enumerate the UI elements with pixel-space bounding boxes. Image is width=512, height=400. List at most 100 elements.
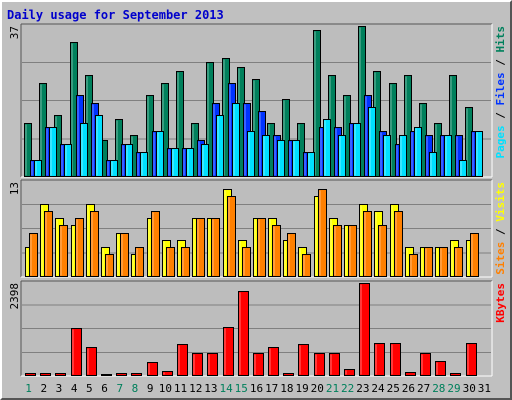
- middle-panel-bar-sites: [29, 233, 38, 277]
- bottom-panel-bar-kbytes: [390, 343, 401, 376]
- middle-panel-legend-separator: /: [494, 222, 507, 242]
- top-panel-bar-pages: [171, 148, 179, 177]
- top-panel-bar-pages: [140, 152, 148, 177]
- bottom-panel-bar-kbytes: [192, 353, 203, 376]
- top-panel-bar-pages: [429, 152, 437, 177]
- middle-panel-legend: Sites / Visits: [494, 182, 507, 275]
- top-panel-bar-pages: [292, 140, 300, 177]
- bottom-panel-bar-kbytes: [374, 343, 385, 376]
- top-panel-bar-pages: [34, 160, 42, 177]
- bottom-panel-bar-kbytes: [420, 353, 431, 376]
- x-tick-label: 6: [101, 382, 108, 395]
- top-panel-bar-pages: [383, 135, 391, 177]
- bottom-panel-bar-kbytes: [466, 343, 477, 376]
- bottom-panel-bar-kbytes: [435, 361, 446, 376]
- middle-panel-bar-sites: [348, 225, 357, 277]
- middle-panel-bar-sites: [75, 218, 84, 277]
- x-tick-label: 30: [463, 382, 476, 395]
- middle-panel-bar-sites: [409, 254, 418, 277]
- middle-panel-bar-sites: [242, 247, 251, 277]
- top-panel-ymax-label: 37: [8, 26, 21, 39]
- top-panel-legend-separator: /: [494, 106, 507, 126]
- middle-panel-bar-sites: [135, 247, 144, 277]
- bottom-panel-bar-kbytes: [147, 362, 158, 376]
- middle-panel-legend-visits: Visits: [494, 182, 507, 222]
- middle-panel-bar-sites: [318, 189, 327, 277]
- top-panel-bar-pages: [444, 135, 452, 177]
- middle-panel-bar-sites: [454, 247, 463, 277]
- middle-panel-bar-sites: [257, 218, 266, 277]
- x-tick-label: 4: [71, 382, 78, 395]
- middle-panel-bar-sites: [287, 233, 296, 277]
- x-tick-label: 22: [341, 382, 354, 395]
- top-panel-bar-hits: [176, 71, 184, 177]
- top-panel-bar-hits: [24, 123, 32, 177]
- middle-panel-bar-sites: [166, 247, 175, 277]
- bottom-panel-bar-kbytes: [268, 347, 279, 376]
- x-tick-label: 1: [25, 382, 32, 395]
- top-panel-bar-pages: [353, 123, 361, 177]
- top-panel-bar-pages: [459, 160, 467, 177]
- bottom-panel-bar-kbytes: [253, 353, 264, 376]
- bottom-panel-ymax-label: 2398: [8, 283, 21, 310]
- middle-panel-bar-sites: [211, 218, 220, 277]
- top-panel-bar-pages: [216, 115, 224, 177]
- bottom-panel-bar-kbytes: [450, 373, 461, 376]
- top-panel-bar-pages: [110, 160, 118, 177]
- top-panel-legend-hits: Hits: [494, 26, 507, 53]
- top-panel-bar-pages: [475, 131, 483, 177]
- bottom-panel-bar-kbytes: [116, 373, 127, 376]
- middle-panel-bar-sites: [181, 247, 190, 277]
- bottom-panel-bar-kbytes: [298, 344, 309, 376]
- x-tick-label: 17: [265, 382, 278, 395]
- x-tick-label: 3: [56, 382, 63, 395]
- x-tick-label: 28: [432, 382, 445, 395]
- top-panel-bar-pages: [125, 144, 133, 177]
- bottom-panel-bar-kbytes: [344, 369, 355, 376]
- top-panel-legend-separator: /: [494, 53, 507, 73]
- top-panel-bar-hits: [404, 75, 412, 177]
- top-panel-bar-pages: [49, 127, 57, 177]
- bottom-panel-bar-kbytes: [40, 373, 51, 376]
- x-tick-label: 11: [174, 382, 187, 395]
- middle-panel-bar-sites: [378, 225, 387, 277]
- x-tick-label: 21: [326, 382, 339, 395]
- top-panel-bar-pages: [156, 131, 164, 177]
- middle-panel-bar-sites: [59, 225, 68, 277]
- middle-panel-bar-sites: [44, 211, 53, 277]
- x-tick-label: 26: [402, 382, 415, 395]
- x-tick-label: 31: [478, 382, 491, 395]
- middle-panel-bar-sites: [90, 211, 99, 277]
- middle-panel-ymax-label: 13: [8, 182, 21, 195]
- bottom-panel-bar-kbytes: [405, 372, 416, 376]
- x-tick-label: 12: [189, 382, 202, 395]
- middle-panel-bar-sites: [333, 225, 342, 277]
- bottom-panel-bar-kbytes: [314, 353, 325, 376]
- bottom-panel-bar-kbytes: [131, 373, 142, 376]
- bottom-panel-bar-kbytes: [55, 373, 66, 376]
- x-tick-label: 7: [116, 382, 123, 395]
- x-tick-label: 8: [132, 382, 139, 395]
- top-panel-bar-pages: [232, 103, 240, 177]
- top-panel-bar-pages: [399, 135, 407, 177]
- bottom-panel-bar-kbytes: [86, 347, 97, 376]
- bottom-panel-bar-kbytes: [238, 291, 249, 376]
- x-tick-label: 13: [204, 382, 217, 395]
- x-tick-label: 2: [40, 382, 47, 395]
- bottom-panel-bar-kbytes: [359, 283, 370, 376]
- top-panel-bar-pages: [368, 107, 376, 177]
- middle-panel-bar-sites: [439, 247, 448, 277]
- x-tick-label: 27: [417, 382, 430, 395]
- bottom-panel-bar-kbytes: [101, 374, 112, 376]
- top-panel-bar-pages: [247, 131, 255, 177]
- top-panel-bar-pages: [414, 127, 422, 177]
- middle-panel-bar-sites: [105, 254, 114, 277]
- top-panel-bar-pages: [277, 140, 285, 177]
- top-panel-bar-pages: [262, 135, 270, 177]
- x-tick-label: 14: [219, 382, 233, 395]
- x-tick-label: 18: [280, 382, 293, 395]
- bottom-panel-bar-kbytes: [71, 328, 82, 376]
- top-panel-bar-pages: [323, 119, 331, 177]
- top-panel-bar-hits: [282, 99, 290, 177]
- top-panel-bar-hits: [389, 83, 397, 177]
